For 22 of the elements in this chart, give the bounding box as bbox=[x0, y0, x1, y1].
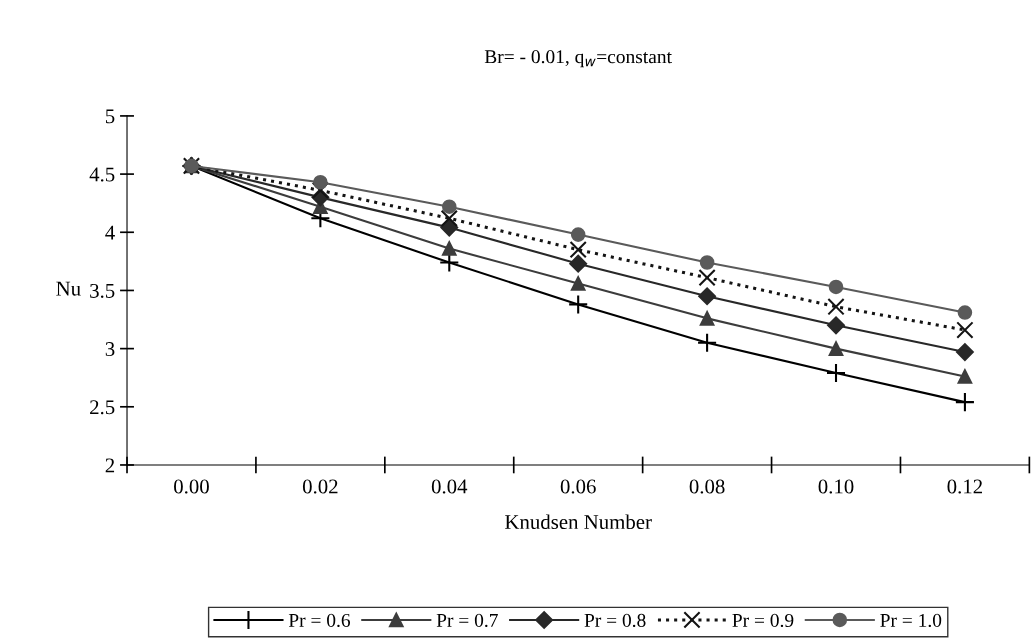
x-tick-label: 0.04 bbox=[431, 479, 468, 494]
y-tick-label: 3 bbox=[105, 342, 115, 357]
legend-label: Pr = 1.0 bbox=[880, 613, 942, 628]
y-tick-label: 2 bbox=[105, 458, 115, 473]
legend-label: Pr = 0.9 bbox=[732, 613, 794, 628]
x-tick-label: 0.10 bbox=[818, 479, 854, 494]
y-tick-label: 2.5 bbox=[90, 400, 115, 415]
legend-label: Pr = 0.8 bbox=[584, 613, 646, 628]
y-axis-title: Nu bbox=[56, 281, 81, 296]
x-axis-title: Knudsen Number bbox=[505, 514, 652, 530]
legend-label: Pr = 0.6 bbox=[288, 613, 351, 628]
legend-label: Pr = 0.7 bbox=[436, 613, 498, 628]
x-tick-label: 0.00 bbox=[174, 479, 209, 494]
chart-title: Br= - 0.01, q$_{w}$=constant bbox=[484, 50, 672, 68]
y-tick-label: 5 bbox=[106, 109, 115, 124]
y-tick-label: 4 bbox=[105, 225, 115, 240]
y-tick-label: 3.5 bbox=[90, 283, 115, 298]
x-tick-label: 0.12 bbox=[947, 479, 982, 494]
x-tick-label: 0.08 bbox=[689, 479, 725, 494]
x-tick-label: 0.06 bbox=[560, 479, 596, 494]
x-tick-label: 0.02 bbox=[302, 479, 338, 494]
y-tick-label: 4.5 bbox=[89, 167, 115, 182]
